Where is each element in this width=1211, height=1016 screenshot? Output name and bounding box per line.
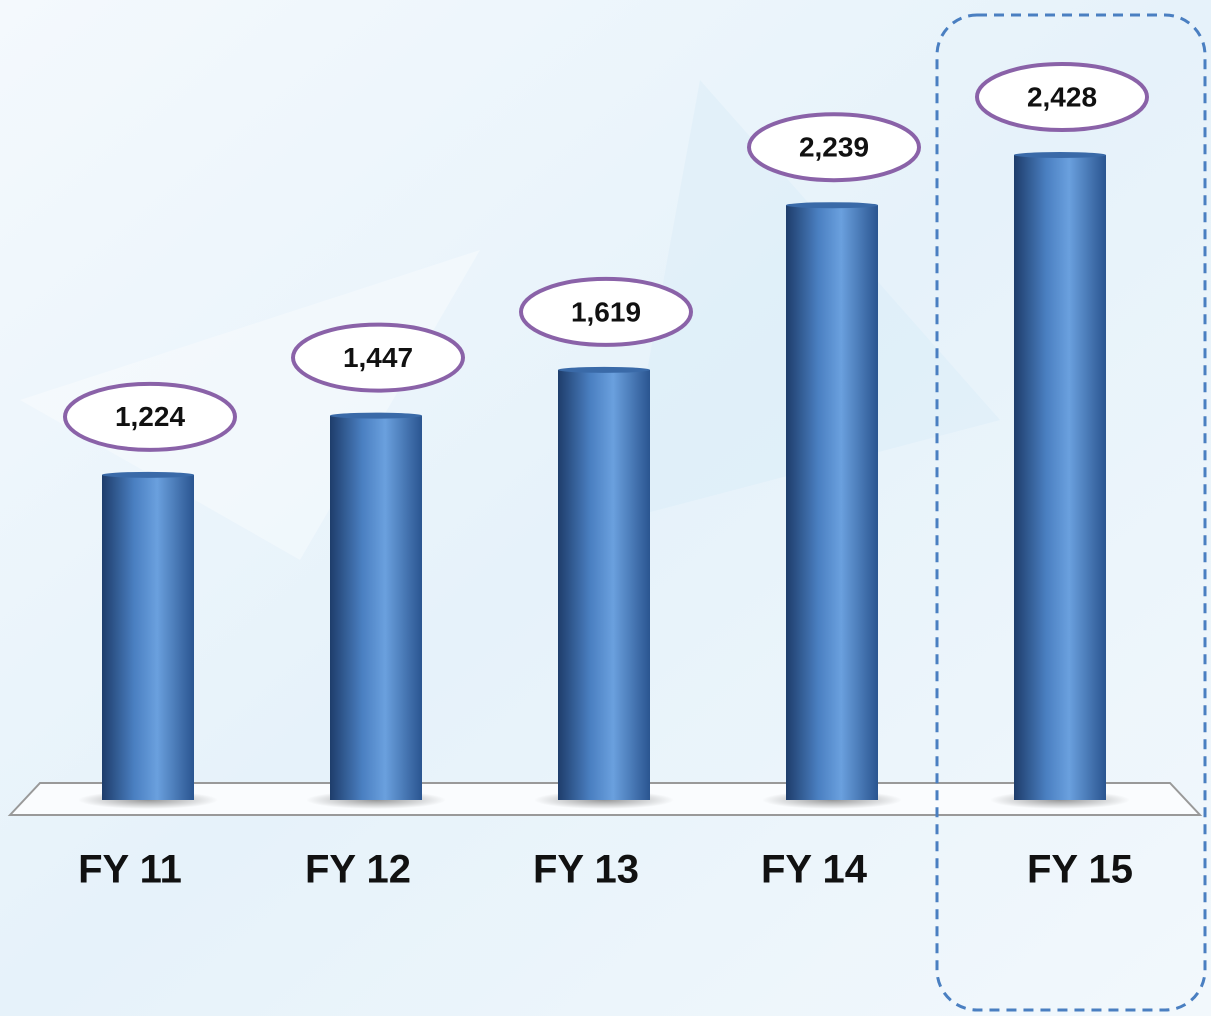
bar (330, 415, 422, 800)
bar (558, 369, 650, 800)
value-label-bubble (291, 322, 465, 393)
x-tick-label: FY 14 (761, 848, 868, 892)
x-tick-label: FY 12 (305, 848, 411, 892)
value-label: 1,619 (571, 296, 641, 327)
value-label-bubble (747, 112, 921, 183)
bar-cap (786, 202, 878, 209)
bar-cap (558, 366, 650, 373)
value-label: 1,224 (115, 401, 185, 432)
x-tick-label: FY 13 (533, 848, 639, 892)
value-label: 2,239 (799, 132, 869, 163)
highlight-box (935, 13, 1207, 1012)
value-label-bubble (975, 62, 1149, 132)
x-tick-label: FY 15 (1027, 848, 1133, 892)
x-tick-label: FY 11 (78, 848, 182, 892)
bar-cap (1014, 152, 1106, 158)
bar (1014, 155, 1106, 800)
bar-cap (330, 412, 422, 419)
bar-cap (102, 471, 194, 478)
value-label: 2,428 (1027, 81, 1097, 112)
bar (786, 205, 878, 800)
value-label: 1,447 (343, 342, 413, 373)
value-label-bubble (519, 276, 693, 347)
bar (102, 474, 194, 800)
value-label-bubble (63, 381, 237, 452)
